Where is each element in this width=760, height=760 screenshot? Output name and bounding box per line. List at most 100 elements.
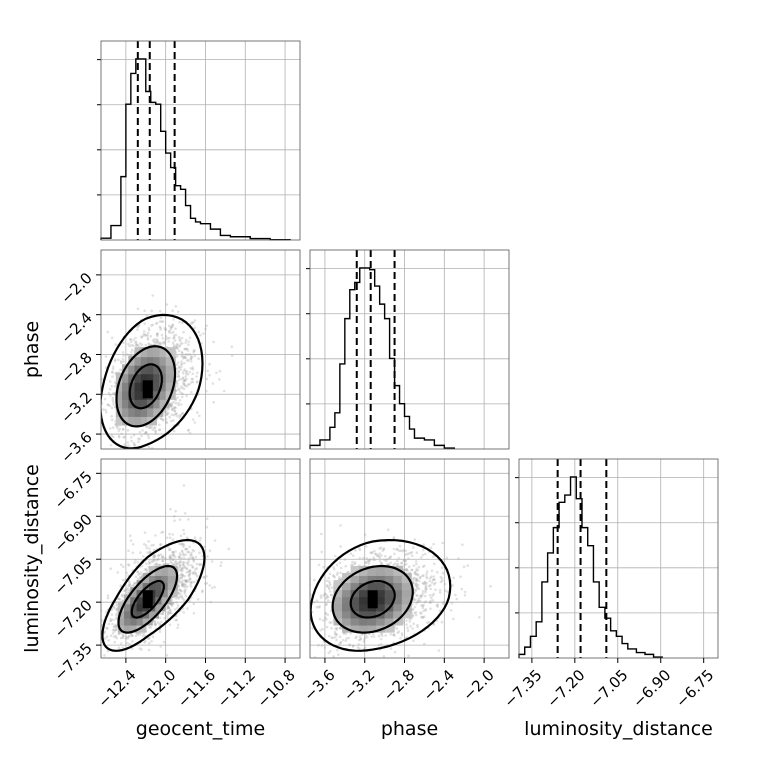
scatter-point — [191, 581, 194, 584]
density-cell — [124, 601, 135, 612]
scatter-point — [179, 365, 183, 369]
scatter-point — [149, 466, 152, 469]
scatter-point — [431, 599, 435, 602]
scatter-point — [180, 362, 184, 366]
scatter-point — [348, 643, 351, 647]
scatter-point — [397, 549, 401, 553]
scatter-point — [209, 600, 213, 604]
scatter-point — [188, 569, 192, 572]
scatter-point — [166, 606, 170, 609]
scatter-point — [150, 424, 154, 428]
scatter-point — [380, 562, 383, 565]
scatter-point — [318, 617, 322, 621]
scatter-point — [328, 583, 332, 587]
scatter-point — [363, 646, 367, 649]
scatter-point — [181, 376, 185, 380]
scatter-point — [153, 548, 156, 552]
scatter-point — [181, 574, 185, 577]
scatter-point — [368, 559, 371, 562]
scatter-point — [344, 639, 348, 643]
scatter-point — [153, 426, 157, 429]
scatter-point — [172, 413, 176, 417]
scatter-point — [189, 367, 193, 370]
scatter-point — [188, 569, 192, 573]
scatter-point — [118, 427, 121, 431]
scatter-point — [323, 616, 327, 619]
scatter-point — [434, 588, 437, 592]
scatter-point — [160, 556, 164, 559]
scatter-point — [405, 619, 408, 622]
scatter-point — [166, 610, 169, 614]
scatter-point — [328, 582, 332, 585]
scatter-point — [139, 571, 143, 574]
scatter-point — [180, 590, 183, 593]
scatter-point — [180, 584, 184, 587]
scatter-point — [128, 583, 131, 586]
scatter-point — [413, 571, 417, 575]
scatter-point — [129, 338, 132, 341]
scatter-point — [164, 338, 167, 341]
scatter-point — [140, 648, 143, 651]
scatter-point — [111, 622, 114, 626]
scatter-point — [412, 639, 415, 643]
scatter-point — [171, 558, 175, 562]
scatter-point — [307, 582, 310, 585]
density-cell — [136, 580, 147, 591]
density-cell — [124, 594, 135, 605]
scatter-point — [127, 563, 131, 567]
scatter-point — [120, 432, 123, 436]
scatter-point — [154, 562, 158, 566]
scatter-point — [89, 388, 92, 391]
scatter-point — [373, 558, 377, 562]
scatter-point — [154, 534, 157, 537]
scatter-point — [421, 581, 425, 585]
scatter-point — [416, 587, 419, 590]
density-cell — [149, 608, 160, 619]
scatter-point — [184, 588, 187, 591]
density-cell — [153, 355, 164, 366]
scatter-point — [176, 626, 179, 630]
scatter-point — [427, 584, 431, 588]
scatter-point — [193, 580, 196, 584]
scatter-point — [321, 619, 325, 622]
scatter-point — [366, 559, 370, 562]
scatter-point — [151, 451, 154, 454]
scatter-point — [178, 387, 181, 391]
scatter-point — [423, 615, 426, 618]
scatter-point — [202, 575, 206, 579]
scatter-point — [128, 590, 131, 593]
scatter-point — [205, 324, 208, 328]
scatter-point — [411, 568, 414, 572]
scatter-point — [349, 632, 353, 635]
density-mode-cell — [142, 380, 153, 399]
scatter-point — [198, 563, 201, 566]
scatter-point — [396, 631, 400, 635]
scatter-point — [396, 547, 399, 551]
scatter-point — [213, 585, 216, 589]
scatter-point — [117, 632, 121, 635]
scatter-point — [319, 596, 323, 599]
scatter-point — [189, 357, 193, 360]
scatter-point — [167, 605, 170, 609]
scatter-point — [180, 567, 183, 570]
scatter-point — [167, 611, 171, 615]
scatter-point — [351, 554, 355, 557]
scatter-point — [419, 594, 423, 598]
scatter-point — [169, 507, 172, 511]
scatter-point — [181, 573, 184, 577]
scatter-point — [122, 360, 125, 363]
scatter-point — [175, 380, 178, 384]
scatter-point — [189, 581, 193, 584]
scatter-point — [194, 572, 197, 575]
scatter-point — [194, 555, 198, 559]
scatter-point — [355, 635, 358, 638]
scatter-point — [335, 638, 338, 642]
scatter-point — [155, 338, 159, 341]
density-cell — [159, 389, 170, 400]
scatter-point — [188, 545, 191, 549]
scatter-point — [143, 568, 146, 571]
scatter-point — [179, 403, 183, 406]
scatter-point — [195, 375, 198, 378]
scatter-point — [167, 562, 170, 566]
scatter-point — [114, 358, 117, 362]
